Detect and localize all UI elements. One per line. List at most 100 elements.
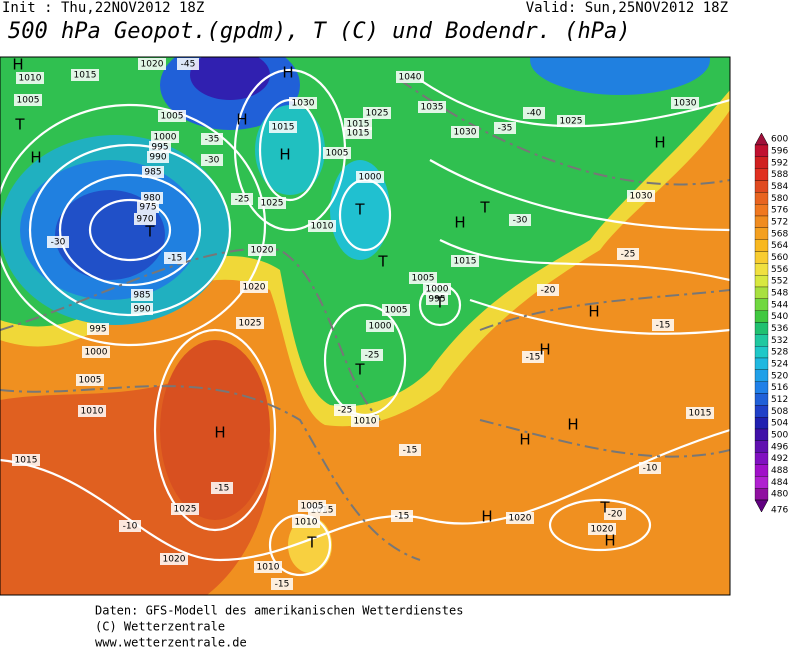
isoline-label: 1030 xyxy=(674,99,697,109)
isoline-label: 1025 xyxy=(174,505,197,515)
label-box xyxy=(451,255,479,267)
label-box xyxy=(652,319,674,331)
isoline-label: 1005 xyxy=(79,376,102,386)
init-label: Init : Thu,22NOV2012 18Z xyxy=(2,0,204,16)
legend-level: 552 xyxy=(771,277,788,287)
label-box xyxy=(627,190,655,202)
isoline-label: -15 xyxy=(656,321,671,331)
isoline-label: -20 xyxy=(541,286,556,296)
isoline-label: -15 xyxy=(275,580,290,590)
pressure-center: H xyxy=(30,149,41,167)
isoline-label: 1020 xyxy=(163,555,186,565)
legend-level: 564 xyxy=(771,241,788,251)
label-box xyxy=(356,171,384,183)
pressure-center: H xyxy=(567,416,578,434)
isoline-label: 985 xyxy=(144,168,161,178)
legend-swatch xyxy=(754,144,769,157)
legend-swatch xyxy=(754,357,769,370)
label-box xyxy=(382,304,410,316)
label-box xyxy=(254,561,282,573)
legend-level: 576 xyxy=(771,206,788,216)
label-box xyxy=(71,69,99,81)
isoline-label: 1025 xyxy=(366,109,389,119)
legend-swatch xyxy=(754,310,769,323)
label-box xyxy=(76,374,104,386)
legend-swatch xyxy=(754,286,769,299)
legend-swatch xyxy=(754,215,769,228)
label-box xyxy=(149,141,171,153)
legend-swatch xyxy=(754,239,769,252)
label-box xyxy=(418,101,446,113)
isoline-label: 1035 xyxy=(421,103,444,113)
label-box xyxy=(138,58,166,70)
label-box xyxy=(506,512,534,524)
label-box xyxy=(201,154,223,166)
label-box xyxy=(298,500,326,512)
isoline-label: -40 xyxy=(527,109,542,119)
isoline-label: 1030 xyxy=(630,192,653,202)
pressure-center: T xyxy=(354,201,365,219)
isoline-label: 995 xyxy=(89,325,106,335)
legend-level: 544 xyxy=(771,300,788,310)
isoline-label: 1000 xyxy=(426,285,449,295)
label-box xyxy=(557,115,585,127)
label-box xyxy=(604,508,626,520)
isoline-label: 1010 xyxy=(81,407,104,417)
isoline-label: 995 xyxy=(428,295,445,305)
pressure-center: H xyxy=(12,56,23,74)
label-box xyxy=(158,110,186,122)
legend-level: 572 xyxy=(771,217,788,227)
isoline-label: -25 xyxy=(365,351,380,361)
legend-swatch xyxy=(754,488,769,501)
legend-swatch xyxy=(754,180,769,193)
isoline-label: 995 xyxy=(151,143,168,153)
isoline-label: 970 xyxy=(136,215,153,225)
pressure-center: T xyxy=(377,253,388,271)
legend-level: 536 xyxy=(771,324,788,334)
pressure-center: T xyxy=(434,294,445,312)
isoline-label: -25 xyxy=(338,406,353,416)
label-box xyxy=(131,289,153,301)
isoline-label: 990 xyxy=(149,153,166,163)
pressure-center: H xyxy=(539,341,550,359)
legend-swatch xyxy=(754,464,769,477)
pressure-center: H xyxy=(282,64,293,82)
footer-line: (C) Wetterzentrale xyxy=(95,620,225,634)
pressure-center: T xyxy=(306,534,317,552)
isoline-label: -15 xyxy=(168,254,183,264)
legend-level: 504 xyxy=(771,419,788,429)
legend-level: 580 xyxy=(771,194,788,204)
legend-level: 516 xyxy=(771,383,788,393)
label-box xyxy=(134,213,156,225)
label-box xyxy=(523,107,545,119)
legend-swatch xyxy=(754,476,769,489)
label-box xyxy=(308,220,336,232)
color-legend: 6005965925885845805765725685645605565525… xyxy=(754,132,788,516)
legend-swatch xyxy=(754,204,769,217)
isoline-label: -25 xyxy=(235,195,250,205)
isoline-label: 1000 xyxy=(369,322,392,332)
label-box xyxy=(78,405,106,417)
isoline-label: 1010 xyxy=(257,563,280,573)
label-box xyxy=(323,147,351,159)
warm-spot xyxy=(288,517,332,573)
isoline-label: 1010 xyxy=(354,417,377,427)
label-box xyxy=(137,201,159,213)
label-box xyxy=(151,131,179,143)
label-box xyxy=(426,293,448,305)
footer-line: www.wetterzentrale.de xyxy=(95,636,247,649)
cold-core xyxy=(190,57,270,100)
legend-arrow xyxy=(754,499,769,513)
legend-level: 484 xyxy=(771,478,788,488)
isoline-label: -20 xyxy=(608,510,623,520)
pressure-center: T xyxy=(354,361,365,379)
isoline-label: 1015 xyxy=(347,120,370,130)
legend-level: 560 xyxy=(771,253,788,263)
label-box xyxy=(87,323,109,335)
label-box xyxy=(177,58,199,70)
isoline-label: 1040 xyxy=(399,73,422,83)
isoline-label: -10 xyxy=(643,464,658,474)
label-box xyxy=(271,578,293,590)
label-box xyxy=(164,252,186,264)
